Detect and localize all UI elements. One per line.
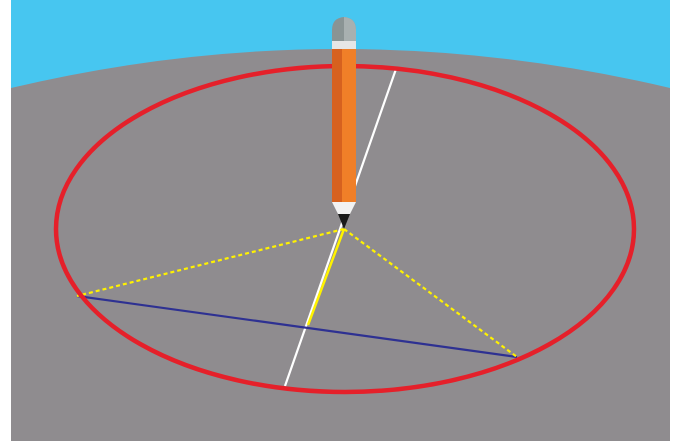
radius-solid [306,228,346,326]
chord-line [76,294,518,359]
pencil-wood [332,202,356,214]
radius-dashed-left [76,227,345,298]
pencil-body-shade [332,49,342,202]
diameter-line [283,68,398,387]
pencil-ferrule [332,41,356,49]
pencil-icon [332,17,356,229]
pencil-tip [338,214,350,229]
pencil-eraser-highlight [344,17,356,41]
ground-surface [11,49,670,441]
radius-dashed-right [343,228,518,358]
